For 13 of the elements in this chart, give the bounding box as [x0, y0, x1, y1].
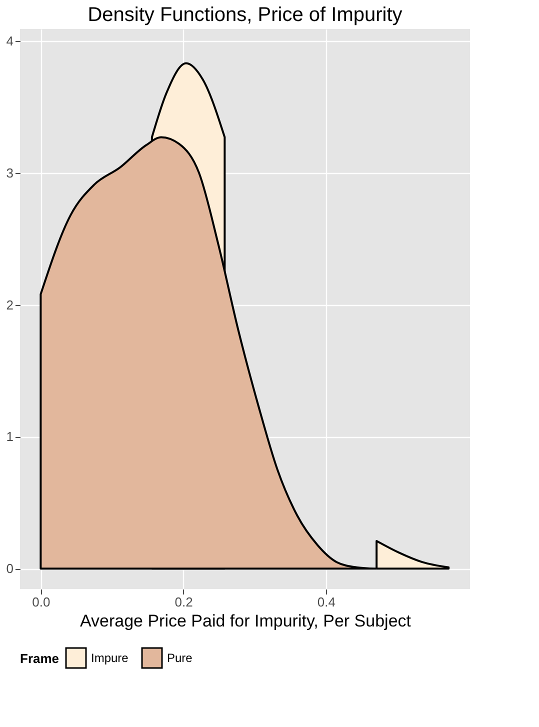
chart-title: Density Functions, Price of Impurity — [88, 4, 402, 26]
y-tick-label: 4 — [6, 33, 14, 48]
x-axis-title: Average Price Paid for Impurity, Per Subject — [80, 612, 412, 630]
y-tick-label: 1 — [6, 429, 14, 444]
y-tick-label: 3 — [6, 165, 14, 180]
legend-label: Impure — [91, 651, 129, 665]
legend-title: Frame — [20, 651, 60, 666]
x-tick-label: 0.4 — [317, 594, 336, 610]
x-tick-label: 0.0 — [32, 594, 50, 610]
y-tick-label: 0 — [6, 561, 14, 576]
y-tick-label: 2 — [6, 297, 14, 312]
legend-label: Pure — [167, 651, 193, 665]
x-tick-label: 0.2 — [174, 594, 193, 610]
